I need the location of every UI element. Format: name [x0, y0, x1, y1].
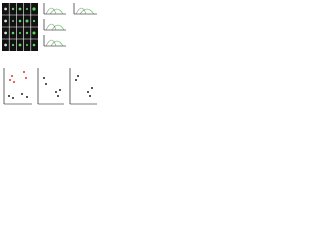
- scatter-1: [3, 68, 32, 105]
- scatter-3: [69, 68, 97, 105]
- brightfield-cells: [4, 7, 7, 47]
- histogram-2: [43, 19, 66, 31]
- histograms: [43, 3, 97, 47]
- histogram-4: [73, 3, 97, 15]
- scatter-plots: [3, 68, 97, 105]
- scatter-2: [37, 68, 64, 105]
- microscopy-grid: [2, 3, 38, 51]
- figure: [2, 3, 97, 105]
- histogram-3: [43, 35, 66, 47]
- fluorescent-cells: [11, 7, 36, 47]
- histogram-1: [43, 3, 66, 15]
- tile-separators: [2, 3, 38, 51]
